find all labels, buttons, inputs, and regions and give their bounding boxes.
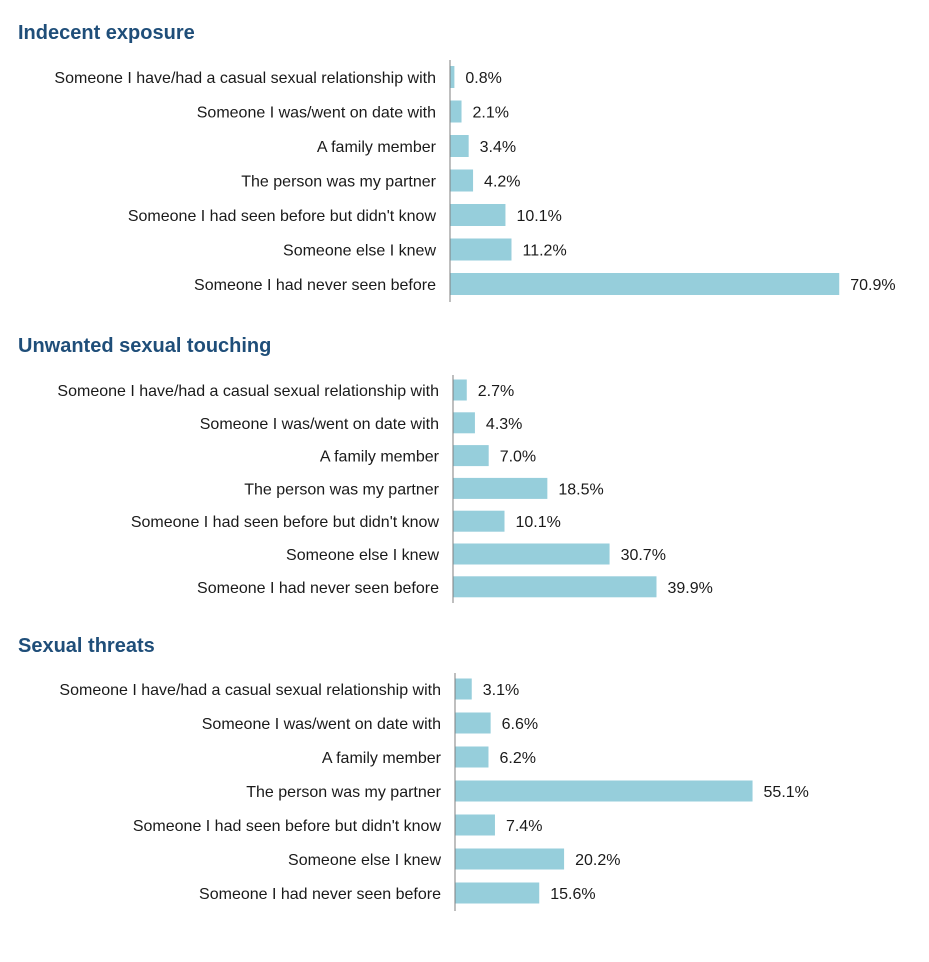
category-label: Someone I had never seen before	[194, 277, 436, 294]
category-label: The person was my partner	[246, 784, 441, 801]
data-label: 11.2%	[522, 243, 566, 260]
category-label: Someone else I knew	[288, 852, 441, 869]
category-label: Someone I have/had a casual sexual relat…	[57, 383, 439, 400]
data-label: 7.4%	[506, 818, 542, 835]
data-label: 7.0%	[500, 449, 536, 466]
category-label: A family member	[320, 449, 440, 466]
chart-title: Indecent exposure	[18, 22, 195, 44]
data-label: 70.9%	[850, 277, 895, 294]
bar	[453, 477, 548, 499]
category-label: A family member	[317, 139, 437, 156]
category-label: Someone I had never seen before	[199, 886, 441, 903]
data-label: 4.3%	[486, 416, 522, 433]
bar	[455, 814, 495, 836]
category-label: Someone I have/had a casual sexual relat…	[54, 70, 436, 87]
category-label: A family member	[322, 750, 442, 767]
data-label: 55.1%	[764, 784, 809, 801]
category-label: Someone I have/had a casual sexual relat…	[59, 682, 441, 699]
data-label: 6.2%	[499, 750, 535, 767]
category-label: The person was my partner	[244, 481, 439, 498]
data-label: 18.5%	[558, 481, 603, 498]
data-label: 2.1%	[473, 105, 509, 122]
data-label: 39.9%	[667, 580, 712, 597]
bar	[453, 412, 475, 434]
category-label: Someone I had never seen before	[197, 580, 439, 597]
bar	[453, 510, 505, 532]
bar	[450, 238, 512, 261]
bar	[455, 712, 491, 734]
bar	[450, 204, 506, 226]
bar-chart: Someone I have/had a casual sexual relat…	[59, 673, 809, 911]
data-label: 0.8%	[465, 70, 501, 87]
bar	[450, 66, 455, 88]
data-label: 3.4%	[480, 139, 516, 156]
category-label: Someone else I knew	[283, 243, 436, 260]
category-label: Someone else I knew	[286, 547, 439, 564]
data-label: 10.1%	[516, 208, 561, 225]
bar-chart: Someone I have/had a casual sexual relat…	[57, 375, 713, 603]
data-label: 4.2%	[484, 174, 520, 191]
bar	[455, 882, 540, 904]
category-label: Someone I was/went on date with	[197, 105, 436, 122]
data-label: 6.6%	[502, 716, 538, 733]
category-label: Someone I was/went on date with	[200, 416, 439, 433]
bar	[455, 678, 472, 700]
bar	[453, 543, 610, 565]
bar	[453, 379, 467, 401]
category-label: Someone I had seen before but didn't kno…	[131, 514, 440, 531]
bar	[455, 848, 565, 870]
bar	[455, 746, 489, 768]
data-label: 3.1%	[483, 682, 519, 699]
data-label: 15.6%	[550, 886, 595, 903]
category-label: Someone I had seen before but didn't kno…	[133, 818, 442, 835]
category-label: Someone I was/went on date with	[202, 716, 441, 733]
chart-title: Sexual threats	[18, 635, 155, 657]
category-label: Someone I had seen before but didn't kno…	[128, 208, 437, 225]
bar	[450, 273, 840, 295]
data-label: 2.7%	[478, 383, 514, 400]
category-label: The person was my partner	[241, 174, 436, 191]
bar-chart: Someone I have/had a casual sexual relat…	[54, 60, 896, 302]
bar	[450, 169, 474, 192]
bar	[455, 780, 753, 802]
bar	[453, 576, 657, 598]
bar	[453, 445, 489, 467]
data-label: 30.7%	[621, 547, 666, 564]
data-label: 10.1%	[516, 514, 561, 531]
chart-title: Unwanted sexual touching	[18, 335, 272, 357]
bar	[450, 135, 469, 157]
bar	[450, 100, 462, 123]
data-label: 20.2%	[575, 852, 620, 869]
